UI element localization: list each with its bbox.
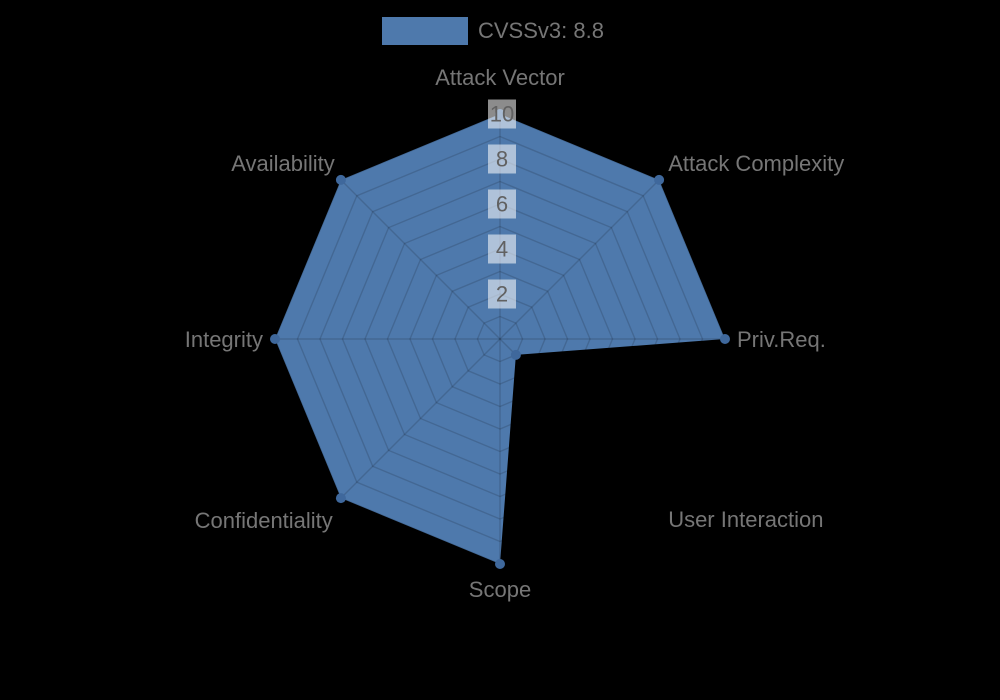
axis-label-attack-vector: Attack Vector [435,65,565,90]
radar-grid-ring [431,270,569,408]
radar-grid-ring [409,248,591,430]
radar-point-attack-complexity[interactable] [654,174,665,185]
radar-tick-backdrop [488,234,516,264]
radar-grid-ring [386,225,614,453]
radar-point-scope[interactable] [495,559,505,569]
axis-label-integrity: Integrity [185,327,263,352]
radar-point-user-interaction[interactable] [510,349,521,360]
radar-tick-label: 6 [496,192,508,217]
axis-label-attack-complexity: Attack Complexity [668,151,844,176]
radar-grid-ring [341,180,659,498]
radar-tick-backdrop [488,279,516,309]
radar-tick-backdrop [488,99,516,129]
radar-angle-line [340,179,501,340]
axis-label-user-interaction: User Interaction [668,507,823,532]
axis-label-availability: Availability [231,151,335,176]
radar-tick-label: 2 [496,282,508,307]
radar-tick-label: 10 [490,102,514,127]
radar-point-availability[interactable] [335,174,346,185]
radar-tick-label: 4 [496,237,508,262]
radar-grid-ring [364,203,636,475]
radar-grid-ring [476,315,524,363]
radar-series-area [275,114,725,564]
radar-tick-backdrop [488,144,516,174]
radar-angle-line [499,338,660,499]
radar-angle-line [340,338,501,499]
radar-tick-backdrop [488,189,516,219]
axis-label-confidentiality: Confidentiality [195,508,333,533]
radar-angle-line [499,179,660,340]
radar-grid-ring [296,135,704,543]
radar-point-priv-req[interactable] [720,334,730,344]
axis-label-priv-req: Priv.Req. [737,327,826,352]
radar-grid-ring [319,158,681,520]
radar-tick-label: 8 [496,147,508,172]
legend-item[interactable]: CVSSv3: 8.8 [382,17,604,45]
radar-point-confidentiality[interactable] [335,493,346,504]
radar-grid-ring [454,293,546,385]
legend-swatch [382,17,468,45]
axis-label-scope: Scope [469,577,531,602]
radar-point-integrity[interactable] [270,334,280,344]
legend-label: CVSSv3: 8.8 [478,18,604,43]
